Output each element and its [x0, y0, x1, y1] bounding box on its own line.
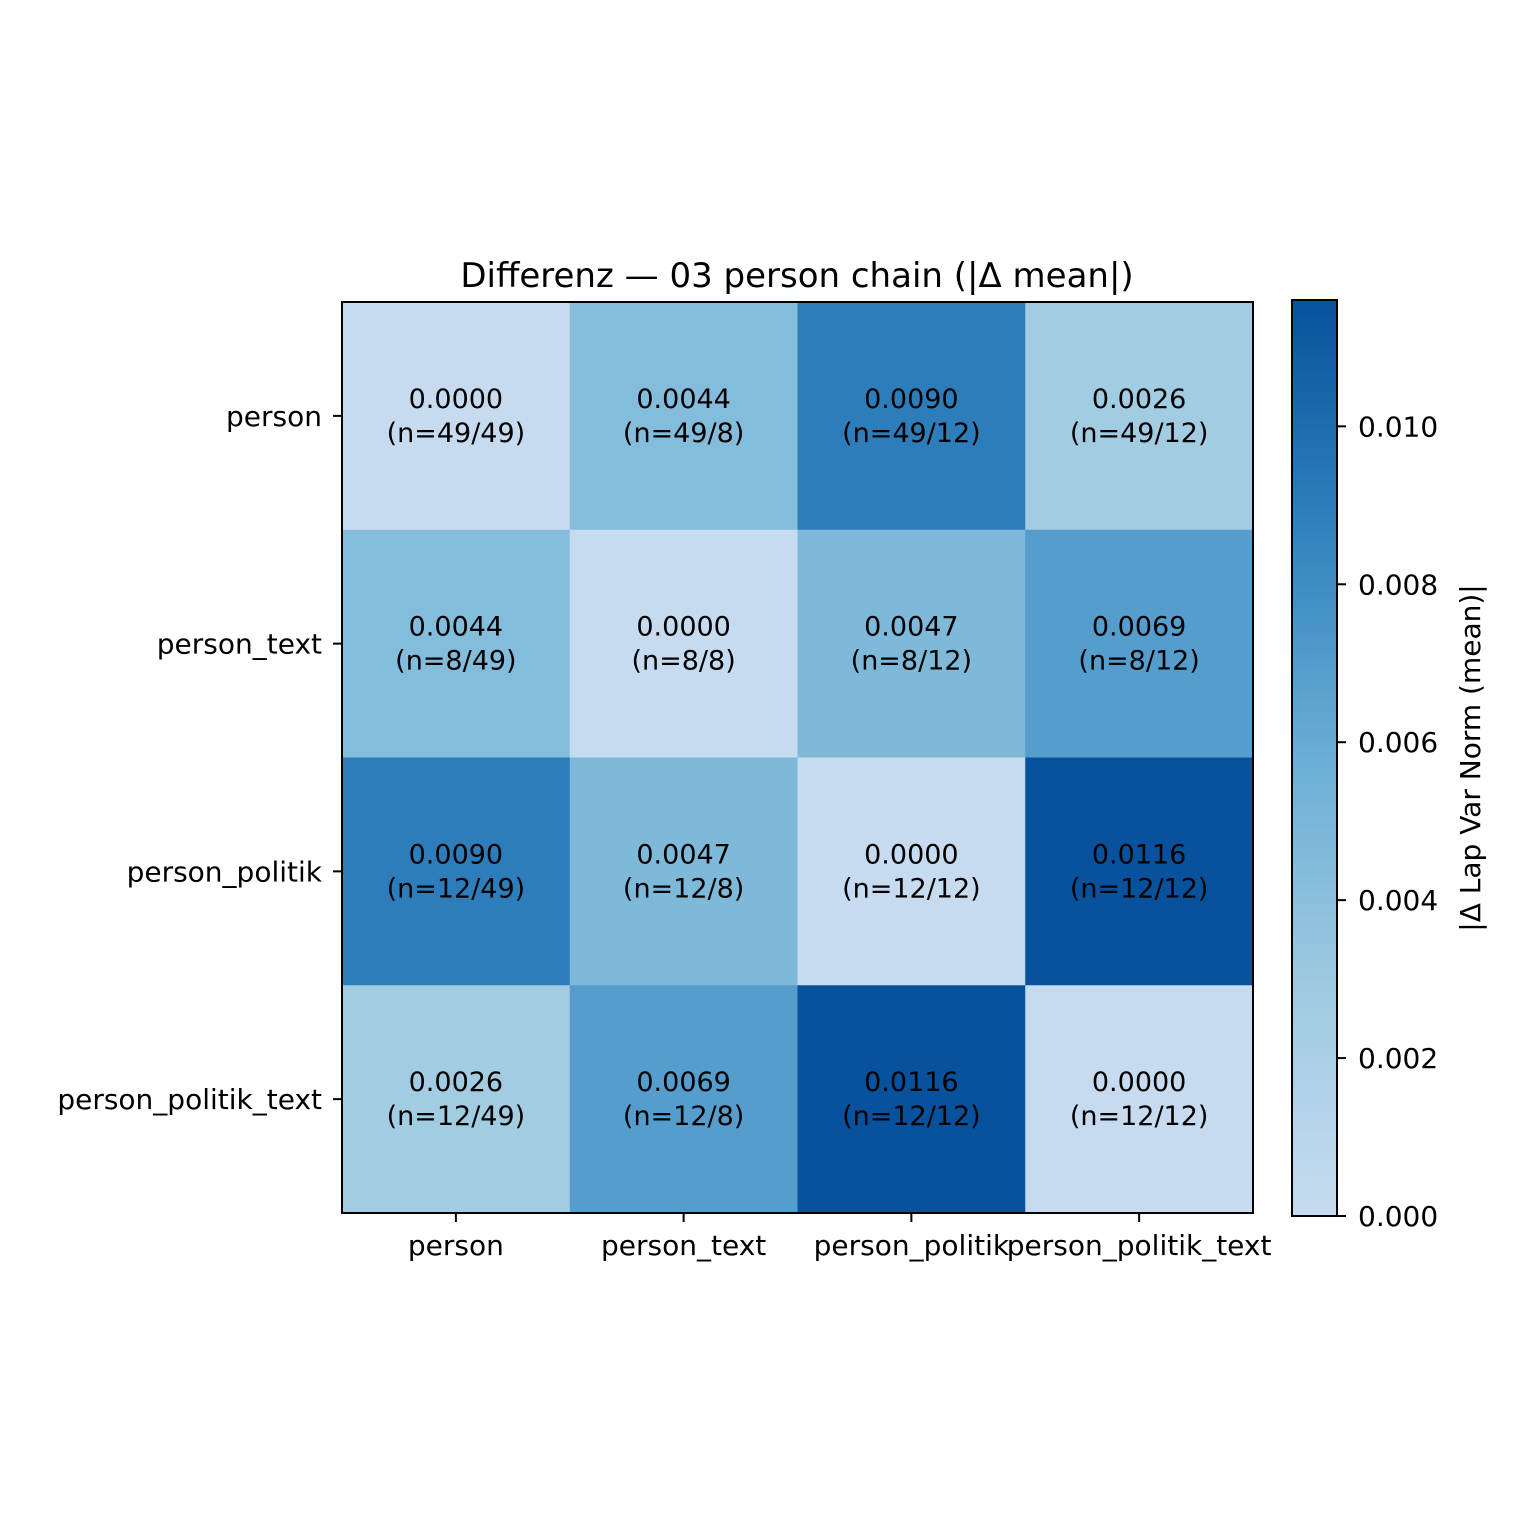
heatmap-cell	[569, 302, 798, 531]
heatmap-cell	[797, 757, 1026, 986]
cell-n-label: (n=12/12)	[842, 873, 981, 904]
cell-value-label: 0.0069	[636, 1067, 730, 1098]
colorbar-tick-label: 0.010	[1358, 410, 1438, 443]
heatmap-cell	[569, 985, 798, 1214]
cell-n-label: (n=12/12)	[1070, 1101, 1209, 1132]
cell-n-label: (n=49/12)	[842, 418, 981, 449]
chart-title: Differenz — 03 person chain (|Δ mean|)	[460, 256, 1133, 296]
cell-value-label: 0.0090	[864, 384, 958, 415]
colorbar-tick-label: 0.004	[1358, 884, 1438, 917]
cell-n-label: (n=12/12)	[1070, 873, 1209, 904]
cell-value-label: 0.0044	[409, 612, 503, 643]
cell-value-label: 0.0044	[636, 384, 730, 415]
cell-value-label: 0.0047	[864, 612, 958, 643]
plot-frame	[341, 301, 1254, 1214]
colorbar-label: |Δ Lap Var Norm (mean)|	[1454, 584, 1487, 931]
heatmap-cell	[1025, 529, 1254, 758]
colorbar-tick-label: 0.000	[1358, 1200, 1438, 1233]
cell-n-label: (n=12/49)	[387, 873, 526, 904]
y-tick-label: person_politik	[127, 855, 323, 888]
x-axis: person person_text person_politikperson_po…	[408, 1213, 1272, 1262]
y-tick-label: person	[226, 400, 322, 433]
cell-value-label: 0.0000	[864, 839, 958, 870]
heatmap-cell	[797, 302, 1026, 531]
colorbar-tick-label: 0.002	[1358, 1042, 1438, 1075]
heatmap-cell	[342, 985, 571, 1214]
heatmap-cell	[342, 757, 571, 986]
cell-value-label: 0.0026	[1092, 384, 1186, 415]
heatmap-cell	[569, 529, 798, 758]
cell-n-label: (n=12/49)	[387, 1101, 526, 1132]
heatmap-cell	[1025, 985, 1254, 1214]
x-tick-label: person_politik	[814, 1229, 1010, 1262]
colorbar-tick-label: 0.006	[1358, 726, 1438, 759]
cell-value-label: 0.0090	[409, 839, 503, 870]
y-axis: person person_text person_politik person_po…	[57, 400, 342, 1116]
cell-n-label: (n=49/49)	[387, 418, 526, 449]
y-tick-label: person_text	[157, 628, 322, 661]
cell-n-label: (n=8/12)	[851, 646, 972, 677]
heatmap-cells: 0.0000(n=49/49)0.0044(n=49/8)0.0090(n=49…	[342, 302, 1254, 1214]
cell-value-label: 0.0000	[409, 384, 503, 415]
x-tick-label: person_text	[601, 1229, 766, 1262]
cell-value-label: 0.0000	[1092, 1067, 1186, 1098]
x-tick-label: person_politik_text	[1007, 1229, 1272, 1262]
y-tick-label: person_politik_text	[57, 1083, 322, 1116]
colorbar-axis: 0.000 0.002 0.004 0.006 0.008 0.010	[1337, 410, 1438, 1233]
cell-value-label: 0.0047	[636, 839, 730, 870]
cell-n-label: (n=49/12)	[1070, 418, 1209, 449]
cell-value-label: 0.0000	[636, 612, 730, 643]
heatmap-cell	[342, 302, 571, 531]
cell-n-label: (n=49/8)	[623, 418, 744, 449]
cell-n-label: (n=12/8)	[623, 873, 744, 904]
cell-n-label: (n=12/8)	[623, 1101, 744, 1132]
cell-n-label: (n=8/8)	[631, 646, 735, 677]
heatmap-cell	[569, 757, 798, 986]
cell-value-label: 0.0116	[1092, 839, 1186, 870]
heatmap-cell	[797, 985, 1026, 1214]
cell-n-label: (n=8/12)	[1078, 646, 1199, 677]
cell-n-label: (n=12/12)	[842, 1101, 981, 1132]
colorbar	[1291, 299, 1338, 1217]
cell-value-label: 0.0116	[864, 1067, 958, 1098]
heatmap-cell	[342, 529, 571, 758]
cell-value-label: 0.0026	[409, 1067, 503, 1098]
x-tick-label: person	[408, 1229, 504, 1262]
heatmap-cell	[1025, 302, 1254, 531]
heatmap-cell	[797, 529, 1026, 758]
colorbar-tick-label: 0.008	[1358, 568, 1438, 601]
heatmap-cell	[1025, 757, 1254, 986]
cell-value-label: 0.0069	[1092, 612, 1186, 643]
cell-n-label: (n=8/49)	[395, 646, 516, 677]
